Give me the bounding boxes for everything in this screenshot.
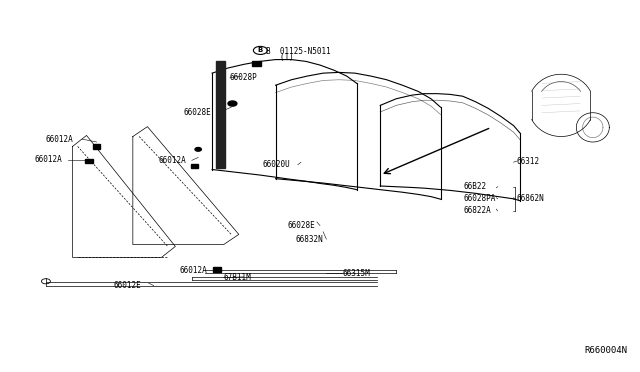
Bar (85, 159, 93, 163)
Text: 66012A: 66012A (179, 266, 207, 275)
Text: 66028PA: 66028PA (463, 194, 496, 203)
Circle shape (195, 148, 202, 151)
Text: 66012A: 66012A (46, 135, 74, 144)
Text: B  01125-N5011: B 01125-N5011 (266, 46, 331, 56)
Text: 66B22: 66B22 (463, 182, 486, 191)
Text: 66020U: 66020U (263, 160, 291, 169)
Text: 66028P: 66028P (230, 73, 258, 83)
Text: B: B (258, 47, 263, 54)
Text: 66315M: 66315M (342, 269, 370, 278)
Text: 66028E: 66028E (287, 221, 315, 230)
Polygon shape (216, 61, 225, 169)
Text: 66028E: 66028E (184, 108, 211, 117)
Text: 66822A: 66822A (463, 206, 491, 215)
Circle shape (228, 101, 237, 106)
Text: 66012E: 66012E (114, 281, 141, 290)
Text: 66312: 66312 (516, 157, 540, 166)
Text: (1): (1) (266, 52, 294, 61)
Bar (213, 267, 221, 272)
Text: 66012A: 66012A (35, 155, 62, 164)
Text: 67B11M: 67B11M (223, 273, 252, 282)
Text: 66832N: 66832N (296, 235, 324, 244)
Bar (252, 61, 261, 66)
Bar (191, 164, 198, 168)
Text: R660004N: R660004N (585, 346, 628, 355)
Text: 66012A: 66012A (158, 156, 186, 165)
Bar (93, 144, 100, 149)
Text: 66862N: 66862N (516, 194, 545, 203)
